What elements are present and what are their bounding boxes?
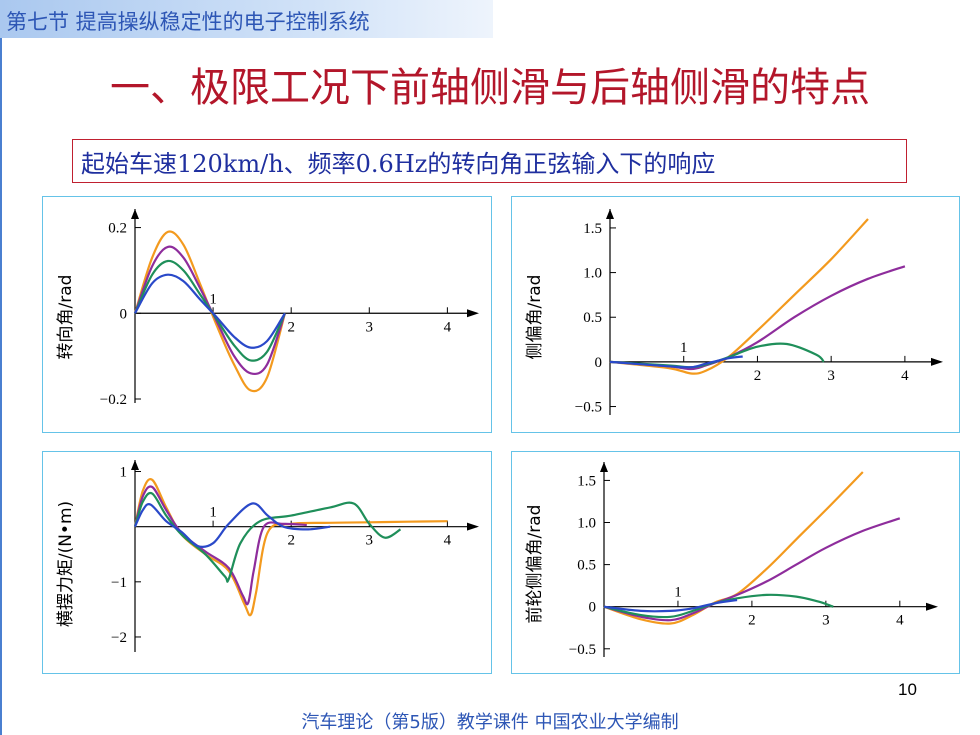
y-tick-label: −0.5 <box>569 642 596 658</box>
x-tick-label: 4 <box>444 319 452 335</box>
y-tick-label: 1.5 <box>577 473 596 489</box>
x-tick-label: 1 <box>209 291 217 307</box>
x-tick-label: 3 <box>366 533 374 549</box>
x-tick-label: 4 <box>901 368 909 384</box>
chart-svg: 1 2 3 4 1.5 1.0 0.5 0 −0.5 前轮侧偏角/rad <box>525 462 938 658</box>
chart-steering-angle: 1 2 3 4 0.2 0 −0.2 转向角/rad <box>42 196 492 433</box>
y-axis-label: 前轮侧偏角/rad <box>525 505 545 624</box>
series-line-orange <box>133 478 448 617</box>
x-tick-label: 4 <box>444 533 452 549</box>
series-line-purple <box>603 517 901 622</box>
y-tick-label: 1 <box>120 465 128 481</box>
y-tick-label: −1 <box>111 575 127 591</box>
x-tick-label: 1 <box>674 585 682 601</box>
y-tick-label: −2 <box>111 630 127 646</box>
y-tick-label: −0.5 <box>575 400 602 416</box>
left-rule <box>0 38 2 735</box>
y-tick-label: 1.0 <box>583 266 602 282</box>
y-tick-label: 0 <box>120 306 128 322</box>
series-line-blue <box>609 355 743 369</box>
section-header: 第七节 提高操纵稳定性的电子控制系统 <box>0 0 493 38</box>
series-line-green <box>603 593 834 619</box>
x-axis-arrow <box>931 357 943 366</box>
x-tick-label: 3 <box>822 613 830 629</box>
y-tick-label: 1.0 <box>577 516 596 532</box>
y-axis-arrow <box>606 209 614 219</box>
x-tick-label: 2 <box>754 368 762 384</box>
y-axis-label: 侧偏角/rad <box>525 275 545 360</box>
chart-svg: 1 2 3 4 1 −1 −2 横摆力矩/(N•m) <box>56 460 479 652</box>
page-number: 10 <box>898 680 917 699</box>
y-axis-arrow <box>131 209 139 219</box>
x-axis-arrow <box>467 522 479 531</box>
series-line-purple <box>609 265 906 371</box>
series-line-blue <box>603 598 738 613</box>
main-title: 一、极限工况下前轴侧滑与后轴侧滑的特点 <box>110 65 870 111</box>
subtitle: 起始车速120km/h、频率0.6Hz的转向角正弦输入下的响应 <box>72 139 907 183</box>
y-axis-label: 转向角/rad <box>56 275 76 360</box>
x-tick-label: 2 <box>748 613 756 629</box>
chart-sideslip-angle: 1 2 3 4 1.5 1.0 0.5 0 −0.5 侧偏角/rad <box>511 196 960 433</box>
x-axis-arrow <box>467 309 479 318</box>
y-axis-arrow <box>600 462 608 472</box>
footer: 汽车理论（第5版）教学课件 中国农业大学编制 <box>301 712 679 733</box>
x-axis-arrow <box>926 602 938 611</box>
x-tick-label: 2 <box>287 533 295 549</box>
subtitle-text: 起始车速120km/h、频率0.6Hz的转向角正弦输入下的响应 <box>81 149 716 178</box>
y-tick-label: 0.2 <box>108 221 127 237</box>
x-tick-label: 4 <box>896 613 904 629</box>
section-title: 第七节 提高操纵稳定性的电子控制系统 <box>6 10 370 34</box>
x-tick-label: 1 <box>209 505 217 521</box>
chart-yaw-moment: 1 2 3 4 1 −1 −2 横摆力矩/(N•m) <box>42 451 492 674</box>
series-line-blue <box>133 502 331 548</box>
y-tick-label: 0.5 <box>577 558 596 574</box>
chart-svg: 1 2 3 4 0.2 0 −0.2 转向角/rad <box>56 209 479 408</box>
chart-svg: 1 2 3 4 1.5 1.0 0.5 0 −0.5 侧偏角/rad <box>525 209 943 416</box>
y-axis-label: 横摆力矩/(N•m) <box>56 501 76 627</box>
y-axis-arrow <box>131 460 139 470</box>
y-tick-label: −0.2 <box>100 392 127 408</box>
y-tick-label: 0.5 <box>583 310 602 326</box>
y-tick-label: 1.5 <box>583 221 602 237</box>
x-tick-label: 3 <box>366 319 374 335</box>
series-line-green <box>133 491 402 583</box>
x-tick-label: 2 <box>287 319 295 335</box>
series-line-blue <box>134 273 286 349</box>
y-tick-label: 0 <box>589 600 597 616</box>
series-line-purple <box>133 245 286 376</box>
series-line-purple <box>133 485 307 606</box>
y-tick-label: 0 <box>595 355 603 371</box>
x-tick-label: 3 <box>827 368 835 384</box>
x-tick-label: 1 <box>680 340 688 356</box>
chart-front-wheel-slip-angle: 1 2 3 4 1.5 1.0 0.5 0 −0.5 前轮侧偏角/rad <box>511 451 960 674</box>
